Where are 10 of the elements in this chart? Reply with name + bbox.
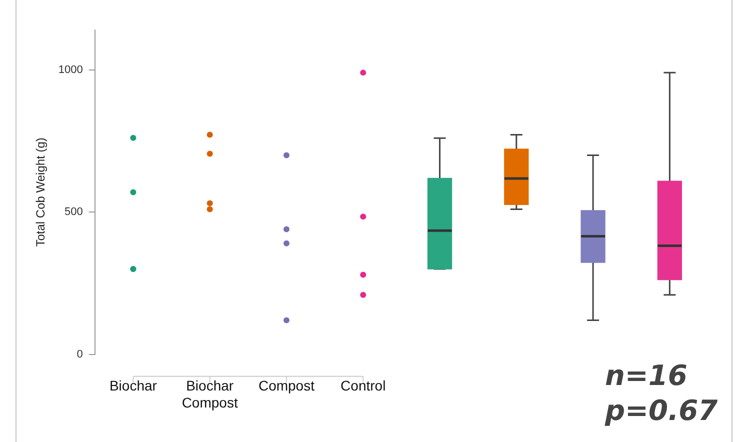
x-tick-label: Biochar Compost [182,378,238,410]
y-tick-label: 1000 [58,64,83,76]
y-axis-title: Total Cob Weight (g) [34,138,48,247]
x-tick-label: Control [340,378,386,394]
x-tick-label: Biochar [109,378,158,394]
text: p=0.67 [604,394,718,427]
y-tick-label: 500 [64,206,83,218]
y-tick-label: 0 [76,348,83,360]
text: n=16 [605,359,688,392]
x-tick-label: Compost [258,378,315,394]
